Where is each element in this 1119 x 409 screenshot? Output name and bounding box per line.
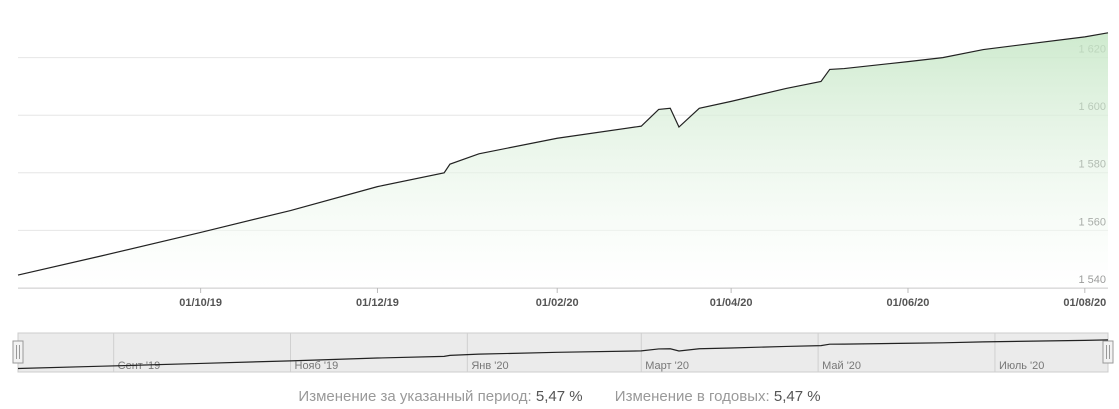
navigator-handle[interactable] <box>1102 340 1114 364</box>
x-tick-label: 01/12/19 <box>356 297 399 309</box>
navigator-line <box>17 339 1109 370</box>
x-tick-label: 01/04/20 <box>710 297 753 309</box>
navigator-label: Июль '20 <box>999 360 1044 372</box>
footer-item: Изменение за указанный период: 5,47 % <box>298 388 582 405</box>
line <box>17 32 1109 276</box>
navigator-label: Янв '20 <box>471 360 508 372</box>
footer-value: 5,47 % <box>773 388 821 405</box>
navigator-handle[interactable] <box>12 340 24 364</box>
footer: Изменение за указанный период: 5,47 % Из… <box>0 388 1119 405</box>
x-tick-label: 01/08/20 <box>1063 297 1106 309</box>
x-tick-label: 01/06/20 <box>887 297 930 309</box>
navigator-label: Март '20 <box>645 360 689 372</box>
x-tick-label: 01/10/19 <box>179 297 222 309</box>
footer-label: Изменение в годовых: <box>614 388 770 405</box>
footer-label: Изменение за указанный период: <box>298 388 532 405</box>
x-tick-label: 01/02/20 <box>536 297 579 309</box>
footer-value: 5,47 % <box>535 388 583 405</box>
navigator-label: Май '20 <box>822 360 861 372</box>
chart: 1 5401 5601 5801 6001 62001/10/1901/12/1… <box>12 32 1114 373</box>
area <box>18 32 1108 288</box>
footer-item: Изменение в годовых: 5,47 % <box>615 388 821 405</box>
navigator-label: Сент '19 <box>118 360 161 372</box>
navigator-label: Нояб '19 <box>295 360 339 372</box>
